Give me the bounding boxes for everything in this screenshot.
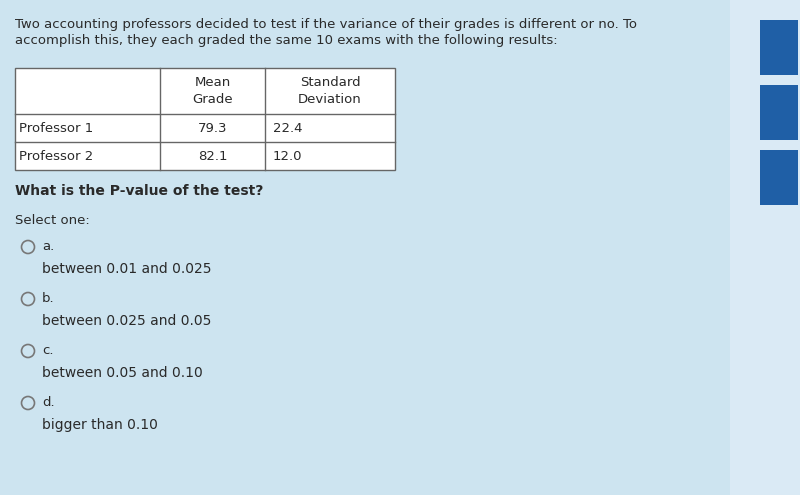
- Bar: [760, 85, 798, 140]
- Text: 82.1: 82.1: [198, 149, 227, 162]
- Text: 22.4: 22.4: [273, 121, 302, 135]
- Text: Professor 1: Professor 1: [19, 121, 94, 135]
- Bar: [760, 150, 798, 205]
- Text: Select one:: Select one:: [15, 214, 90, 227]
- Text: 12.0: 12.0: [273, 149, 302, 162]
- Bar: [760, 20, 798, 75]
- Text: Professor 2: Professor 2: [19, 149, 94, 162]
- Text: between 0.025 and 0.05: between 0.025 and 0.05: [42, 314, 211, 328]
- Text: d.: d.: [42, 396, 54, 409]
- Text: b.: b.: [42, 293, 54, 305]
- Text: c.: c.: [42, 345, 54, 357]
- Text: Two accounting professors decided to test if the variance of their grades is dif: Two accounting professors decided to tes…: [15, 18, 637, 31]
- Text: bigger than 0.10: bigger than 0.10: [42, 418, 158, 432]
- Text: a.: a.: [42, 241, 54, 253]
- Text: Mean
Grade: Mean Grade: [192, 76, 233, 106]
- Circle shape: [22, 345, 34, 357]
- Circle shape: [22, 241, 34, 253]
- Text: Standard
Deviation: Standard Deviation: [298, 76, 362, 106]
- Bar: [730, 0, 800, 495]
- Circle shape: [22, 396, 34, 409]
- Text: accomplish this, they each graded the same 10 exams with the following results:: accomplish this, they each graded the sa…: [15, 34, 558, 47]
- Text: between 0.01 and 0.025: between 0.01 and 0.025: [42, 262, 211, 276]
- Text: 79.3: 79.3: [198, 121, 227, 135]
- Bar: [15, 68, 395, 170]
- Text: between 0.05 and 0.10: between 0.05 and 0.10: [42, 366, 202, 380]
- Text: What is the P-value of the test?: What is the P-value of the test?: [15, 184, 263, 198]
- Circle shape: [22, 293, 34, 305]
